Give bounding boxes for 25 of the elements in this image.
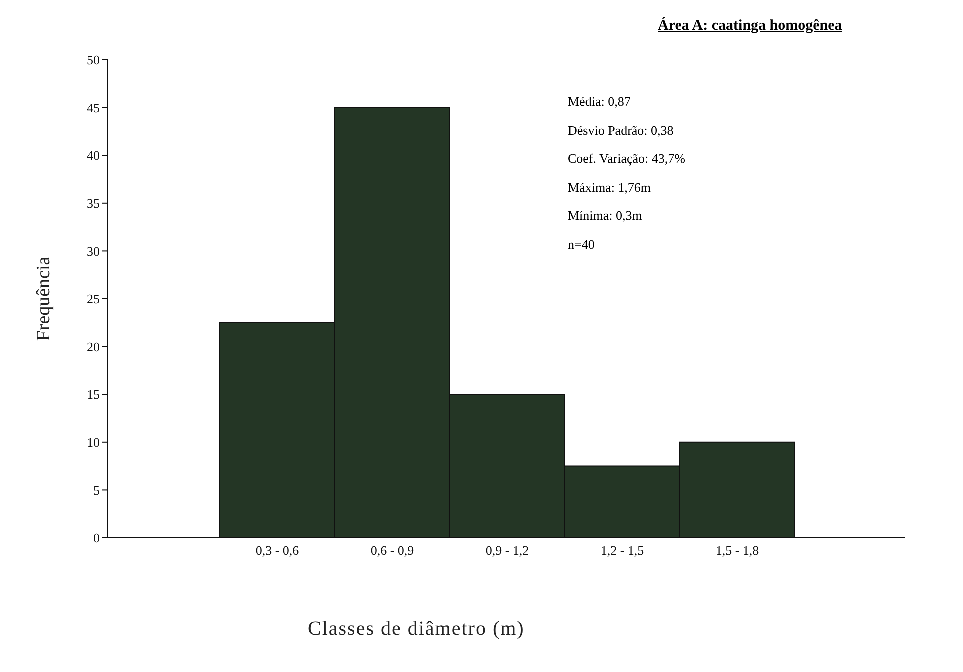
y-tick-label: 45: [87, 100, 100, 116]
annotation: Máxima: 1,76m: [568, 178, 652, 196]
x-tick-label: 0,3 - 0,6: [256, 543, 300, 558]
annotation: Coef. Variação: 43,7%: [568, 150, 686, 168]
chart-title: Área A: caatinga homogênea: [658, 18, 842, 35]
annotation: n=40: [568, 236, 596, 254]
annotation: Mínima: 0,3m: [568, 207, 644, 225]
x-tick-label: 1,5 - 1,8: [716, 543, 760, 558]
x-tick-label: 1,2 - 1,5: [600, 543, 644, 558]
y-tick-label: 35: [87, 196, 100, 212]
y-tick-label: 0: [94, 530, 100, 546]
y-tick-label: 10: [87, 435, 100, 450]
annotation: Média: 0,87: [568, 93, 632, 111]
y-tick-label: 20: [87, 339, 100, 354]
y-tick-label: 30: [87, 244, 100, 259]
x-axis-title: Classes de diâmetro (m): [308, 618, 525, 641]
annotation: Désvio Padrão: 0,38: [568, 122, 675, 140]
y-tick-label: 15: [87, 387, 100, 402]
y-tick-label: 40: [87, 148, 100, 164]
y-tick-label: 25: [87, 292, 100, 307]
x-tick-label: 0,6 - 0,9: [370, 543, 414, 558]
y-axis-title: Frequência: [34, 256, 55, 342]
x-tick-label: 0,9 - 1,2: [486, 543, 530, 558]
y-tick-label: 5: [94, 482, 100, 498]
y-tick-label: 50: [87, 52, 100, 68]
